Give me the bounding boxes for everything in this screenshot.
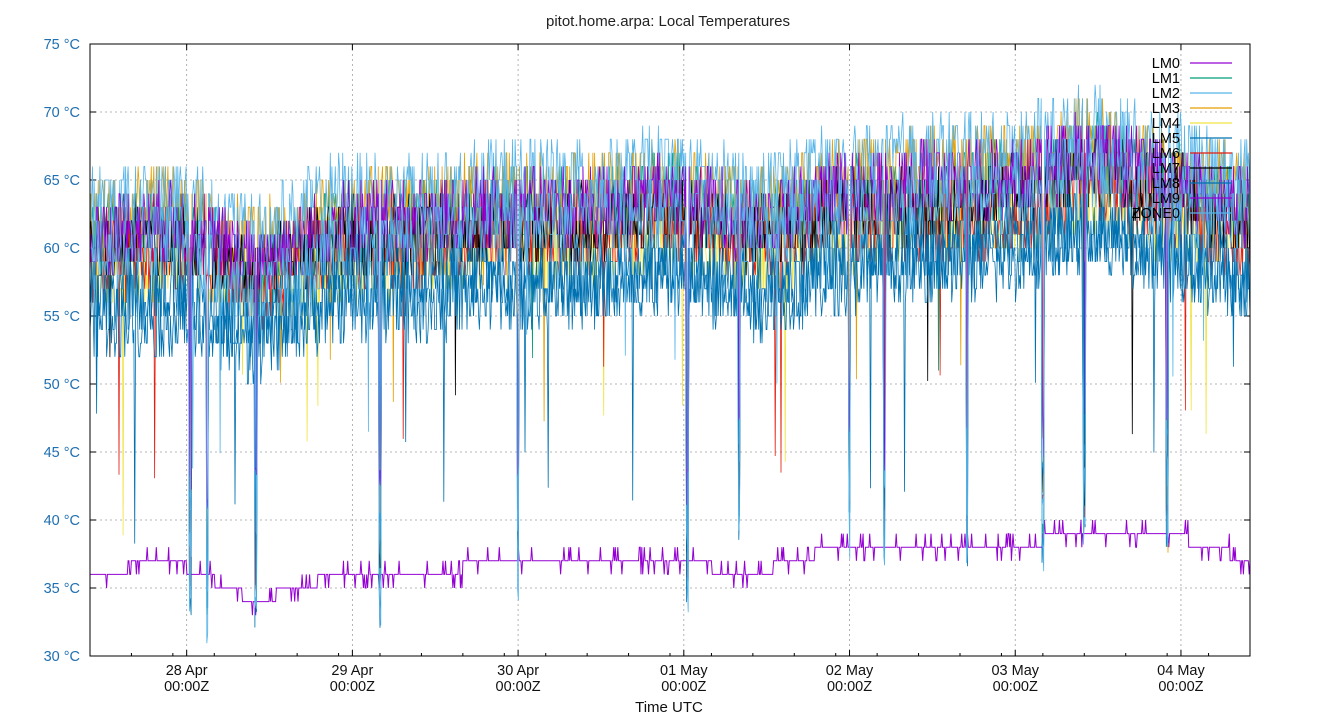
x-tick-date: 01 May [660, 663, 708, 679]
x-tick-date: 29 Apr [331, 663, 373, 679]
legend-label-lm9: LM9 [1152, 191, 1180, 207]
legend-label-lm7: LM7 [1152, 161, 1180, 177]
y-tick-label: 75 °C [44, 37, 80, 53]
y-tick-label: 50 °C [44, 377, 80, 393]
y-tick-label: 30 °C [44, 649, 80, 665]
x-tick-date: 03 May [991, 663, 1039, 679]
y-tick-label: 70 °C [44, 105, 80, 121]
plot-frame [89, 43, 1251, 657]
legend-label-lm5: LM5 [1152, 131, 1180, 147]
x-tick-time: 00:00Z [1158, 679, 1203, 695]
y-tick-label: 35 °C [44, 581, 80, 597]
y-tick-label: 55 °C [44, 309, 80, 325]
x-tick-time: 00:00Z [827, 679, 872, 695]
y-tick-label: 65 °C [44, 173, 80, 189]
x-tick-time: 00:00Z [330, 679, 375, 695]
y-tick-label: 60 °C [44, 241, 80, 257]
series-line-lm2 [90, 84, 1250, 593]
y-tick-label: 45 °C [44, 445, 80, 461]
legend-label-lm4: LM4 [1152, 116, 1180, 132]
x-tick-time: 00:00Z [164, 679, 209, 695]
series-line-lm5 [90, 193, 1250, 628]
legend-label-lm3: LM3 [1152, 101, 1180, 117]
x-tick-date: 02 May [826, 663, 874, 679]
legend-label-lm0: LM0 [1152, 56, 1180, 72]
y-tick-label: 40 °C [44, 513, 80, 529]
chart-title: pitot.home.arpa: Local Temperatures [546, 13, 790, 30]
legend-label-zone0: ZONE0 [1132, 206, 1180, 222]
x-tick-date: 30 Apr [497, 663, 539, 679]
series-lines [90, 84, 1250, 644]
legend-label-lm6: LM6 [1152, 146, 1180, 162]
x-tick-time: 00:00Z [496, 679, 541, 695]
x-tick-time: 00:00Z [661, 679, 706, 695]
x-axis-label: Time UTC [635, 699, 703, 716]
axis-ticks: 30 °C 35 °C 40 °C 45 °C 50 °C 55 °C 60 °C 65 °C… [44, 37, 1251, 695]
x-tick-time: 00:00Z [993, 679, 1038, 695]
x-tick-date: 28 Apr [166, 663, 208, 679]
series-line-lm0 [90, 519, 1250, 616]
legend-label-lm1: LM1 [1152, 71, 1180, 87]
legend-label-lm2: LM2 [1152, 86, 1180, 102]
series-line-zone0 [90, 125, 1250, 644]
x-tick-date: 04 May [1157, 663, 1205, 679]
series-line-lm9 [90, 111, 1250, 509]
legend-label-lm8: LM8 [1152, 176, 1180, 192]
